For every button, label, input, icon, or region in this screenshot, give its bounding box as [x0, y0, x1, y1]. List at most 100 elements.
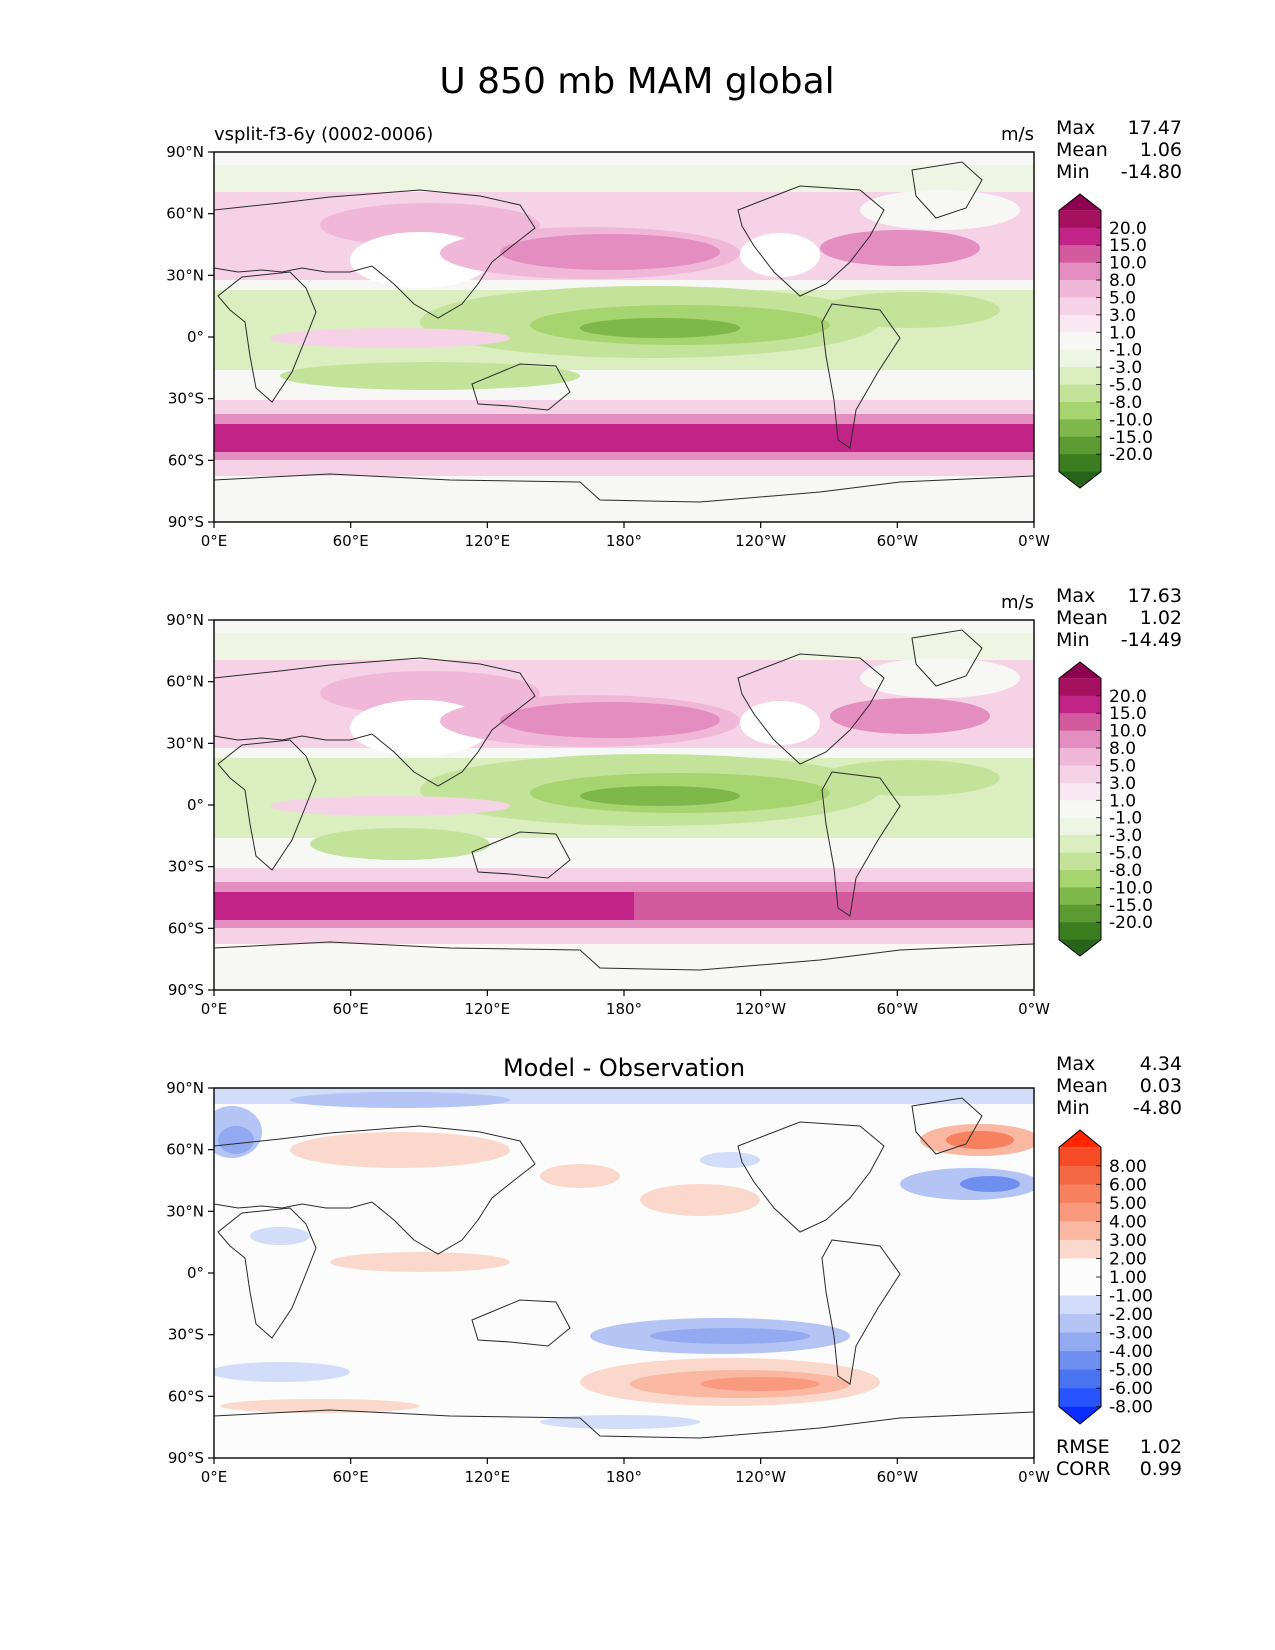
colorbar-label: -1.0: [1109, 809, 1142, 829]
colorbar-cell: [1059, 1351, 1101, 1371]
colorbar-cell: [1059, 1369, 1101, 1389]
stat-label-mean: Mean: [1056, 1075, 1108, 1097]
stat-value-min: -14.80: [1121, 161, 1182, 183]
stat-label-max: Max: [1056, 585, 1095, 607]
stat-label-min: Min: [1056, 1097, 1090, 1119]
colorbar-outline: [1058, 193, 1102, 489]
y-tick-label: 0°: [187, 796, 204, 814]
x-tick-label: 0°W: [1018, 1468, 1050, 1486]
panel-test: vsplit-f3-6y (0002-0006) m/s Max 17.47 M…: [166, 117, 1182, 550]
x-tick-label: 120°E: [465, 532, 511, 550]
field-blob: [740, 701, 820, 745]
rmse-value: 1.02: [1140, 1436, 1182, 1458]
field-blob: [820, 292, 1000, 328]
coastlines-reference: [214, 629, 1034, 971]
coastlines-test: [214, 161, 1034, 503]
colorbar-cell: [1059, 419, 1101, 438]
coastline-eurasia: [214, 189, 536, 319]
colorbar-cell: [1059, 1202, 1101, 1222]
x-tick-label: 120°W: [735, 1468, 786, 1486]
y-tick-label: 30°S: [168, 858, 204, 876]
colorbar-label: -15.0: [1109, 428, 1153, 448]
map-field-test: [214, 152, 1034, 522]
x-tick-label: 60°W: [877, 1468, 919, 1486]
y-tick-label: 60°N: [166, 673, 204, 691]
y-tick-label: 90°S: [168, 1449, 204, 1467]
field-band: [214, 892, 634, 920]
y-tick-label: 90°S: [168, 981, 204, 999]
corr-value: 0.99: [1140, 1458, 1182, 1480]
colorbar-label: 2.00: [1109, 1249, 1147, 1269]
y-tick-label: 0°: [187, 1264, 204, 1282]
colorbar-label: 3.0: [1109, 306, 1136, 326]
map-field-difference: [214, 1088, 1034, 1458]
colorbar-label: -15.0: [1109, 896, 1153, 916]
colorbar-cell: [1059, 1388, 1101, 1408]
field-blob: [280, 362, 580, 390]
stat-value-mean: 0.03: [1140, 1075, 1182, 1097]
colorbar-cell: [1059, 765, 1101, 784]
y-tick-label: 90°N: [166, 1079, 204, 1097]
coastline-south-america: [821, 1239, 901, 1385]
colorbar-label: -10.0: [1109, 878, 1153, 898]
panel-difference: Model - Observation Max 4.34 Mean 0.03 M…: [166, 1053, 1182, 1486]
colorbar-cell: [1059, 800, 1101, 819]
field-band: [214, 920, 1034, 930]
colorbar-cell: [1059, 1184, 1101, 1204]
colorbar-label: 8.0: [1109, 739, 1136, 759]
colorbar-cell: [1059, 1147, 1101, 1167]
y-tick-label: 60°N: [166, 1141, 204, 1159]
coastline-africa: [217, 271, 317, 403]
coastline-south-america: [821, 771, 901, 917]
coastline-greenland: [911, 629, 983, 687]
field-blob: [830, 698, 990, 734]
stat-label-max: Max: [1056, 1053, 1095, 1075]
colorbar-cell: [1059, 748, 1101, 766]
colorbar-label: 15.0: [1109, 236, 1147, 256]
field-blob: [820, 760, 1000, 796]
colorbar-label: -1.0: [1109, 341, 1142, 361]
x-tick-label: 60°E: [333, 1468, 369, 1486]
x-tick-label: 120°E: [465, 1468, 511, 1486]
colorbar-cell: [1059, 280, 1101, 298]
colorbar-label: -6.00: [1109, 1379, 1153, 1399]
colorbar-extend-max: [1059, 662, 1101, 679]
colorbar-cell: [1059, 817, 1101, 836]
colorbar-label: 20.0: [1109, 219, 1147, 239]
y-tick-label: 90°N: [166, 611, 204, 629]
stat-label-mean: Mean: [1056, 139, 1108, 161]
colorbar-extend-max: [1059, 194, 1101, 211]
x-tick-label: 180°: [606, 1000, 642, 1018]
y-tick-label: 30°N: [166, 1202, 204, 1220]
x-tick-label: 60°W: [877, 532, 919, 550]
field-band: [214, 460, 1034, 476]
field-band: [634, 892, 1034, 920]
stat-label-mean: Mean: [1056, 607, 1108, 629]
colorbar-label: 3.0: [1109, 774, 1136, 794]
field-blob: [330, 1252, 510, 1272]
x-tick-label: 0°E: [201, 1468, 228, 1486]
colorbar-cell: [1059, 1165, 1101, 1185]
x-tick-label: 120°W: [735, 532, 786, 550]
colorbar-label: -4.00: [1109, 1342, 1153, 1362]
colorbar-cell: [1059, 349, 1101, 368]
colorbar-cell: [1059, 227, 1101, 246]
colorbar-label: -20.0: [1109, 445, 1153, 465]
stat-value-max: 17.47: [1128, 117, 1182, 139]
colorbar-cell: [1059, 1332, 1101, 1352]
coastline-africa: [217, 1207, 317, 1339]
colorbar-label: 8.00: [1109, 1157, 1147, 1177]
colorbar-label: 15.0: [1109, 704, 1147, 724]
colorbar-label: -8.00: [1109, 1398, 1153, 1418]
coastline-africa: [217, 739, 317, 871]
colorbar-cell: [1059, 314, 1101, 333]
colorbar-extend-min: [1059, 1406, 1101, 1424]
coastline-australia: [471, 363, 571, 411]
colorbar-cell: [1059, 852, 1101, 871]
colorbar-cell: [1059, 297, 1101, 316]
field-blob: [220, 1399, 420, 1413]
field-blob: [580, 786, 740, 806]
corr-label: CORR: [1056, 1458, 1111, 1480]
stat-label-min: Min: [1056, 161, 1090, 183]
colorbar-label: -5.0: [1109, 844, 1142, 864]
